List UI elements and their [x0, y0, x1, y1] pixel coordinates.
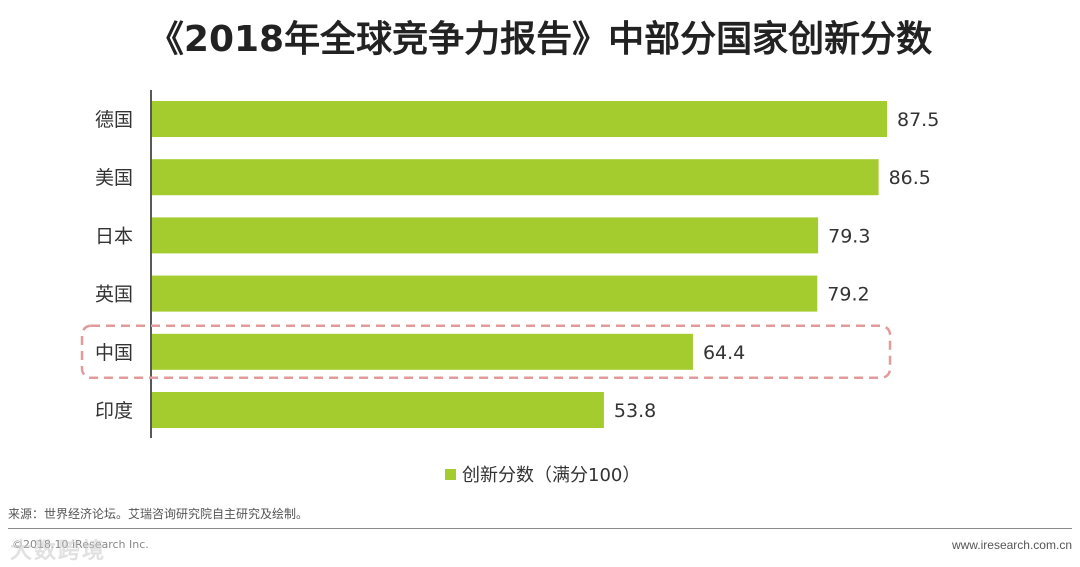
data-label: 53.8 — [614, 400, 656, 422]
bar — [152, 333, 693, 370]
category-label: 英国 — [95, 284, 133, 306]
footer-divider — [8, 528, 1072, 529]
data-label: 86.5 — [889, 167, 931, 189]
highlight-box — [80, 324, 892, 380]
source-note: 来源：世界经济论坛。艾瑞咨询研究院自主研究及绘制。 — [8, 507, 309, 521]
bar — [152, 101, 887, 137]
category-label: 中国 — [95, 342, 133, 364]
website-url: www.iresearch.com.cn — [951, 538, 1072, 552]
legend-label: 创新分数（满分100） — [462, 465, 641, 486]
bar — [152, 159, 879, 196]
data-label: 79.2 — [827, 284, 869, 306]
bar — [152, 217, 819, 254]
watermark-text: 大数跨境 — [10, 539, 107, 564]
category-label: 日本 — [95, 225, 133, 247]
bar — [152, 392, 604, 428]
category-label: 印度 — [95, 400, 133, 422]
bar — [152, 275, 818, 312]
category-label: 德国 — [95, 109, 133, 131]
category-label: 美国 — [95, 167, 133, 189]
legend-swatch — [445, 468, 456, 480]
data-label: 64.4 — [703, 342, 745, 364]
chart-title: 《2018年全球竞争力报告》中部分国家创新分数 — [147, 19, 933, 60]
data-label: 87.5 — [897, 109, 939, 131]
copyright-text: ©2018.10 iResearch Inc. — [12, 538, 149, 551]
data-label: 79.3 — [828, 225, 870, 247]
legend: 创新分数（满分100） — [445, 461, 640, 487]
